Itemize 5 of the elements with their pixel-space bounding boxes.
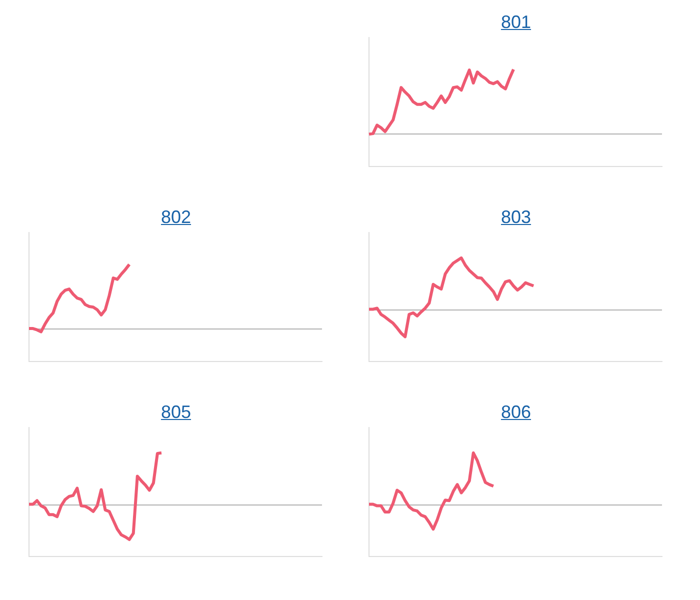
chart-title: 805 bbox=[160, 402, 192, 423]
chart-title: 801 bbox=[500, 12, 532, 33]
chart-title: 803 bbox=[500, 207, 532, 228]
chart-title: 802 bbox=[160, 207, 192, 228]
chart-title: 806 bbox=[500, 402, 532, 423]
